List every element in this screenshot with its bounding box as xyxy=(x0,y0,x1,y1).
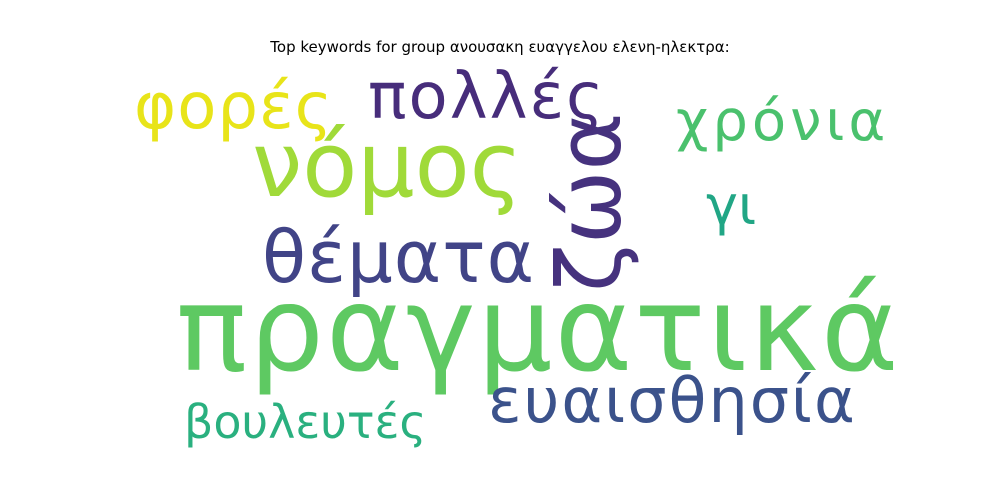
word-8: γι xyxy=(706,174,756,237)
word-7: χρόνια xyxy=(676,89,889,154)
word-6: φορές xyxy=(134,70,333,144)
chart-title: Top keywords for group ανουσακη ευαγγελο… xyxy=(270,38,730,56)
word-3: ευαισθησία xyxy=(488,364,857,437)
word-2: ζώα xyxy=(538,112,641,292)
word-5: πολλές xyxy=(368,60,606,134)
word-9: βουλευτές xyxy=(184,395,426,449)
word-0: πραγματικά xyxy=(176,260,901,398)
word-1: νόμος xyxy=(252,113,522,218)
word-4: θέματα xyxy=(262,215,535,299)
